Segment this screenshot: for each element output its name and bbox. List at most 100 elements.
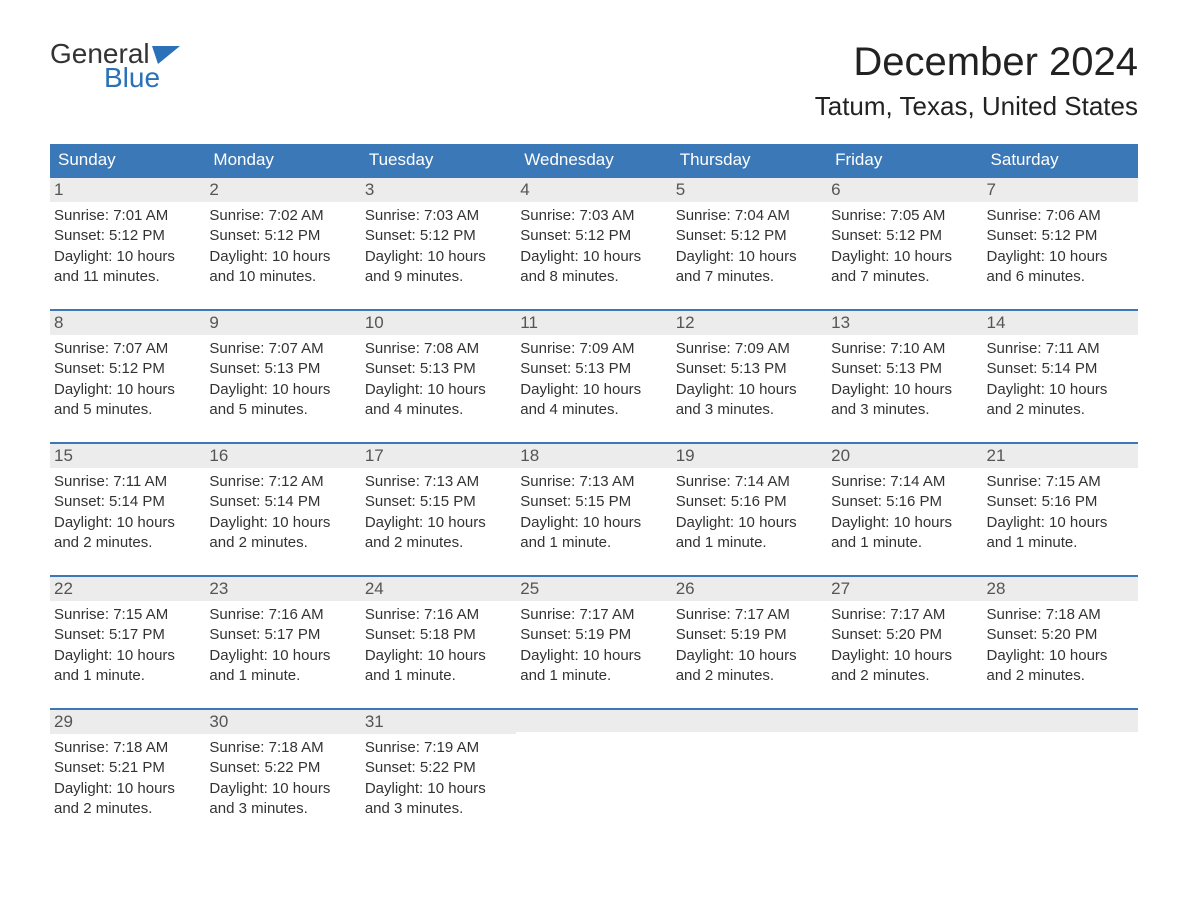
day-details: Sunrise: 7:18 AMSunset: 5:22 PMDaylight:… (209, 738, 352, 819)
day-number: 13 (831, 313, 850, 332)
day-number: 9 (209, 313, 218, 332)
dl1-line: Daylight: 10 hours (54, 513, 197, 533)
day-details: Sunrise: 7:14 AMSunset: 5:16 PMDaylight:… (676, 472, 819, 553)
sunset-line: Sunset: 5:12 PM (676, 226, 819, 246)
sunset-line: Sunset: 5:14 PM (987, 359, 1130, 379)
day-cell: 18Sunrise: 7:13 AMSunset: 5:15 PMDayligh… (516, 442, 671, 575)
day-cell: 16Sunrise: 7:12 AMSunset: 5:14 PMDayligh… (205, 442, 360, 575)
dl1-line: Daylight: 10 hours (365, 513, 508, 533)
day-cell: 3 Sunrise: 7:03 AMSunset: 5:12 PMDaylight… (361, 176, 516, 309)
day-cell: 8Sunrise: 7:07 AMSunset: 5:12 PMDaylight… (50, 309, 205, 442)
day-cell: 24Sunrise: 7:16 AMSunset: 5:18 PMDayligh… (361, 575, 516, 708)
day-details: Sunrise: 7:15 AMSunset: 5:16 PMDaylight:… (987, 472, 1130, 553)
day-details: Sunrise: 7:03 AMSunset: 5:12 PMDaylight:… (365, 206, 508, 287)
dl1-line: Daylight: 10 hours (987, 513, 1130, 533)
sunrise-line: Sunrise: 7:07 AM (209, 339, 352, 359)
dl2-line: and 1 minute. (365, 666, 508, 686)
day-number: 29 (54, 712, 73, 731)
sunrise-line: Sunrise: 7:15 AM (54, 605, 197, 625)
day-details: Sunrise: 7:05 AMSunset: 5:12 PMDaylight:… (831, 206, 974, 287)
dl1-line: Daylight: 10 hours (54, 380, 197, 400)
dl1-line: Daylight: 10 hours (365, 247, 508, 267)
dl2-line: and 2 minutes. (209, 533, 352, 553)
sunset-line: Sunset: 5:22 PM (209, 758, 352, 778)
sunrise-line: Sunrise: 7:05 AM (831, 206, 974, 226)
day-number: 6 (831, 180, 840, 199)
sunrise-line: Sunrise: 7:18 AM (209, 738, 352, 758)
dl1-line: Daylight: 10 hours (209, 513, 352, 533)
dl1-line: Daylight: 10 hours (54, 247, 197, 267)
dl2-line: and 3 minutes. (209, 799, 352, 819)
dl2-line: and 6 minutes. (987, 267, 1130, 287)
day-number: 27 (831, 579, 850, 598)
sunrise-line: Sunrise: 7:14 AM (831, 472, 974, 492)
sunrise-line: Sunrise: 7:11 AM (987, 339, 1130, 359)
sunrise-line: Sunrise: 7:04 AM (676, 206, 819, 226)
week-row: 29Sunrise: 7:18 AMSunset: 5:21 PMDayligh… (50, 708, 1138, 841)
dl1-line: Daylight: 10 hours (365, 646, 508, 666)
dl1-line: Daylight: 10 hours (831, 646, 974, 666)
sunset-line: Sunset: 5:14 PM (54, 492, 197, 512)
day-cell: 6 Sunrise: 7:05 AMSunset: 5:12 PMDaylight… (827, 176, 982, 309)
dl1-line: Daylight: 10 hours (54, 779, 197, 799)
dl1-line: Daylight: 10 hours (209, 646, 352, 666)
day-number: 28 (987, 579, 1006, 598)
dl1-line: Daylight: 10 hours (676, 247, 819, 267)
day-details: Sunrise: 7:08 AMSunset: 5:13 PMDaylight:… (365, 339, 508, 420)
dl1-line: Daylight: 10 hours (520, 380, 663, 400)
day-number: 18 (520, 446, 539, 465)
day-details: Sunrise: 7:15 AMSunset: 5:17 PMDaylight:… (54, 605, 197, 686)
day-details: Sunrise: 7:13 AMSunset: 5:15 PMDaylight:… (365, 472, 508, 553)
dl2-line: and 3 minutes. (831, 400, 974, 420)
day-header-row: SundayMondayTuesdayWednesdayThursdayFrid… (50, 144, 1138, 176)
dl2-line: and 2 minutes. (987, 666, 1130, 686)
dl1-line: Daylight: 10 hours (520, 513, 663, 533)
sunset-line: Sunset: 5:13 PM (520, 359, 663, 379)
day-cell: 2Sunrise: 7:02 AMSunset: 5:12 PMDaylight… (205, 176, 360, 309)
day-cell (672, 708, 827, 841)
dl2-line: and 1 minute. (520, 666, 663, 686)
day-cell: 7Sunrise: 7:06 AMSunset: 5:12 PMDaylight… (983, 176, 1138, 309)
sunset-line: Sunset: 5:18 PM (365, 625, 508, 645)
day-details: Sunrise: 7:03 AMSunset: 5:12 PMDaylight:… (520, 206, 663, 287)
day-header: Wednesday (516, 144, 671, 176)
day-details: Sunrise: 7:11 AMSunset: 5:14 PMDaylight:… (54, 472, 197, 553)
sunrise-line: Sunrise: 7:15 AM (987, 472, 1130, 492)
sunrise-line: Sunrise: 7:13 AM (365, 472, 508, 492)
day-cell: 13Sunrise: 7:10 AMSunset: 5:13 PMDayligh… (827, 309, 982, 442)
day-number: 7 (987, 180, 996, 199)
dl1-line: Daylight: 10 hours (987, 646, 1130, 666)
dl1-line: Daylight: 10 hours (209, 380, 352, 400)
sunset-line: Sunset: 5:15 PM (365, 492, 508, 512)
day-details: Sunrise: 7:14 AMSunset: 5:16 PMDaylight:… (831, 472, 974, 553)
day-details: Sunrise: 7:19 AMSunset: 5:22 PMDaylight:… (365, 738, 508, 819)
dl2-line: and 1 minute. (676, 533, 819, 553)
dl2-line: and 4 minutes. (520, 400, 663, 420)
dl2-line: and 1 minute. (520, 533, 663, 553)
sunset-line: Sunset: 5:12 PM (209, 226, 352, 246)
day-cell: 22Sunrise: 7:15 AMSunset: 5:17 PMDayligh… (50, 575, 205, 708)
dl2-line: and 4 minutes. (365, 400, 508, 420)
day-number: 12 (676, 313, 695, 332)
day-number: 25 (520, 579, 539, 598)
sunset-line: Sunset: 5:12 PM (54, 226, 197, 246)
sunrise-line: Sunrise: 7:03 AM (365, 206, 508, 226)
week-row: 8Sunrise: 7:07 AMSunset: 5:12 PMDaylight… (50, 309, 1138, 442)
day-cell: 1Sunrise: 7:01 AMSunset: 5:12 PMDaylight… (50, 176, 205, 309)
sunset-line: Sunset: 5:16 PM (676, 492, 819, 512)
sunrise-line: Sunrise: 7:02 AM (209, 206, 352, 226)
sunset-line: Sunset: 5:12 PM (831, 226, 974, 246)
day-header: Sunday (50, 144, 205, 176)
sunrise-line: Sunrise: 7:19 AM (365, 738, 508, 758)
day-details: Sunrise: 7:17 AMSunset: 5:20 PMDaylight:… (831, 605, 974, 686)
day-details: Sunrise: 7:09 AMSunset: 5:13 PMDaylight:… (520, 339, 663, 420)
dl1-line: Daylight: 10 hours (365, 779, 508, 799)
sunrise-line: Sunrise: 7:10 AM (831, 339, 974, 359)
dl1-line: Daylight: 10 hours (209, 779, 352, 799)
dl1-line: Daylight: 10 hours (520, 646, 663, 666)
dl1-line: Daylight: 10 hours (831, 380, 974, 400)
sunset-line: Sunset: 5:13 PM (676, 359, 819, 379)
day-number: 3 (365, 180, 374, 199)
day-header: Tuesday (361, 144, 516, 176)
dl2-line: and 3 minutes. (365, 799, 508, 819)
